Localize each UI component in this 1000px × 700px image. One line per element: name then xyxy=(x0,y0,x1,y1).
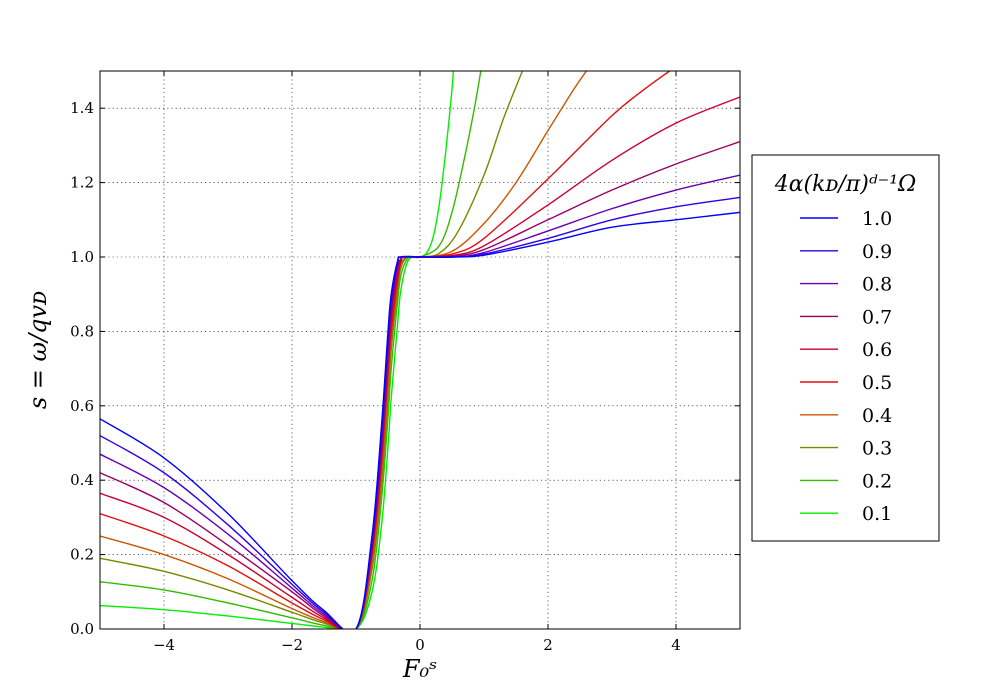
legend-item: 0.1 xyxy=(800,503,892,525)
y-tick-label: 1.2 xyxy=(70,174,94,192)
legend-label: 0.3 xyxy=(862,438,892,460)
legend: 4α(kᴅ/π)ᵈ⁻¹Ω 1.0 0.9 0.8 0.7 0.6 0.5 0.4 0.3 0.2… xyxy=(751,154,940,542)
series-line-0-1 xyxy=(100,71,454,629)
legend-label: 0.2 xyxy=(862,470,892,492)
y-tick-label: 1.4 xyxy=(70,99,94,117)
legend-label: 0.8 xyxy=(862,274,892,296)
legend-item: 0.6 xyxy=(800,339,892,361)
legend-label: 0.6 xyxy=(862,339,892,361)
y-axis-title: s = ω/qvᴅ xyxy=(24,291,52,409)
legend-item: 1.0 xyxy=(800,208,892,230)
legend-box xyxy=(751,154,940,542)
y-tick-label: 1.0 xyxy=(70,248,94,266)
legend-items: 1.0 0.9 0.8 0.7 0.6 0.5 0.4 0.3 0.2 0.1 xyxy=(800,208,892,525)
y-tick-label: 0.8 xyxy=(70,322,94,340)
legend-item: 0.8 xyxy=(800,274,892,296)
x-tick-label: 2 xyxy=(543,636,553,654)
legend-label: 0.7 xyxy=(862,306,892,328)
y-tick-label: 0.4 xyxy=(70,471,94,489)
x-tick-label: −2 xyxy=(281,636,303,654)
legend-label: 0.4 xyxy=(862,405,892,427)
legend-item: 0.5 xyxy=(800,372,892,394)
legend-label: 0.9 xyxy=(862,241,892,263)
series-line-0-5 xyxy=(100,71,671,629)
y-tick-label: 0.0 xyxy=(70,620,94,638)
axis-ticks: −4 −2 0 2 4 0.0 0.2 0.4 0.6 0.8 1.0 1.2 1.4 xyxy=(70,71,740,654)
legend-item: 0.9 xyxy=(800,241,892,263)
x-tick-label: −4 xyxy=(153,636,175,654)
legend-title: 4α(kᴅ/π)ᵈ⁻¹Ω xyxy=(774,172,917,197)
y-tick-label: 0.6 xyxy=(70,397,94,415)
plot-area xyxy=(100,71,740,629)
legend-item: 0.7 xyxy=(800,306,892,328)
legend-label: 1.0 xyxy=(862,208,892,230)
series-line-0-4 xyxy=(100,71,587,629)
x-tick-label: 4 xyxy=(671,636,681,654)
legend-item: 0.3 xyxy=(800,438,892,460)
y-tick-label: 0.2 xyxy=(70,546,94,564)
series-line-1-0 xyxy=(100,211,740,629)
legend-item: 0.4 xyxy=(800,405,892,427)
series-line-0-2 xyxy=(100,71,482,629)
series-line-0-3 xyxy=(100,71,524,629)
legend-label: 0.5 xyxy=(862,372,892,394)
x-tick-label: 0 xyxy=(415,636,425,654)
series-line-0-7 xyxy=(100,141,740,629)
series-line-0-6 xyxy=(100,96,740,629)
legend-item: 0.2 xyxy=(800,470,892,492)
legend-label: 0.1 xyxy=(862,503,892,525)
x-axis-title: F₀ˢ xyxy=(402,655,437,683)
